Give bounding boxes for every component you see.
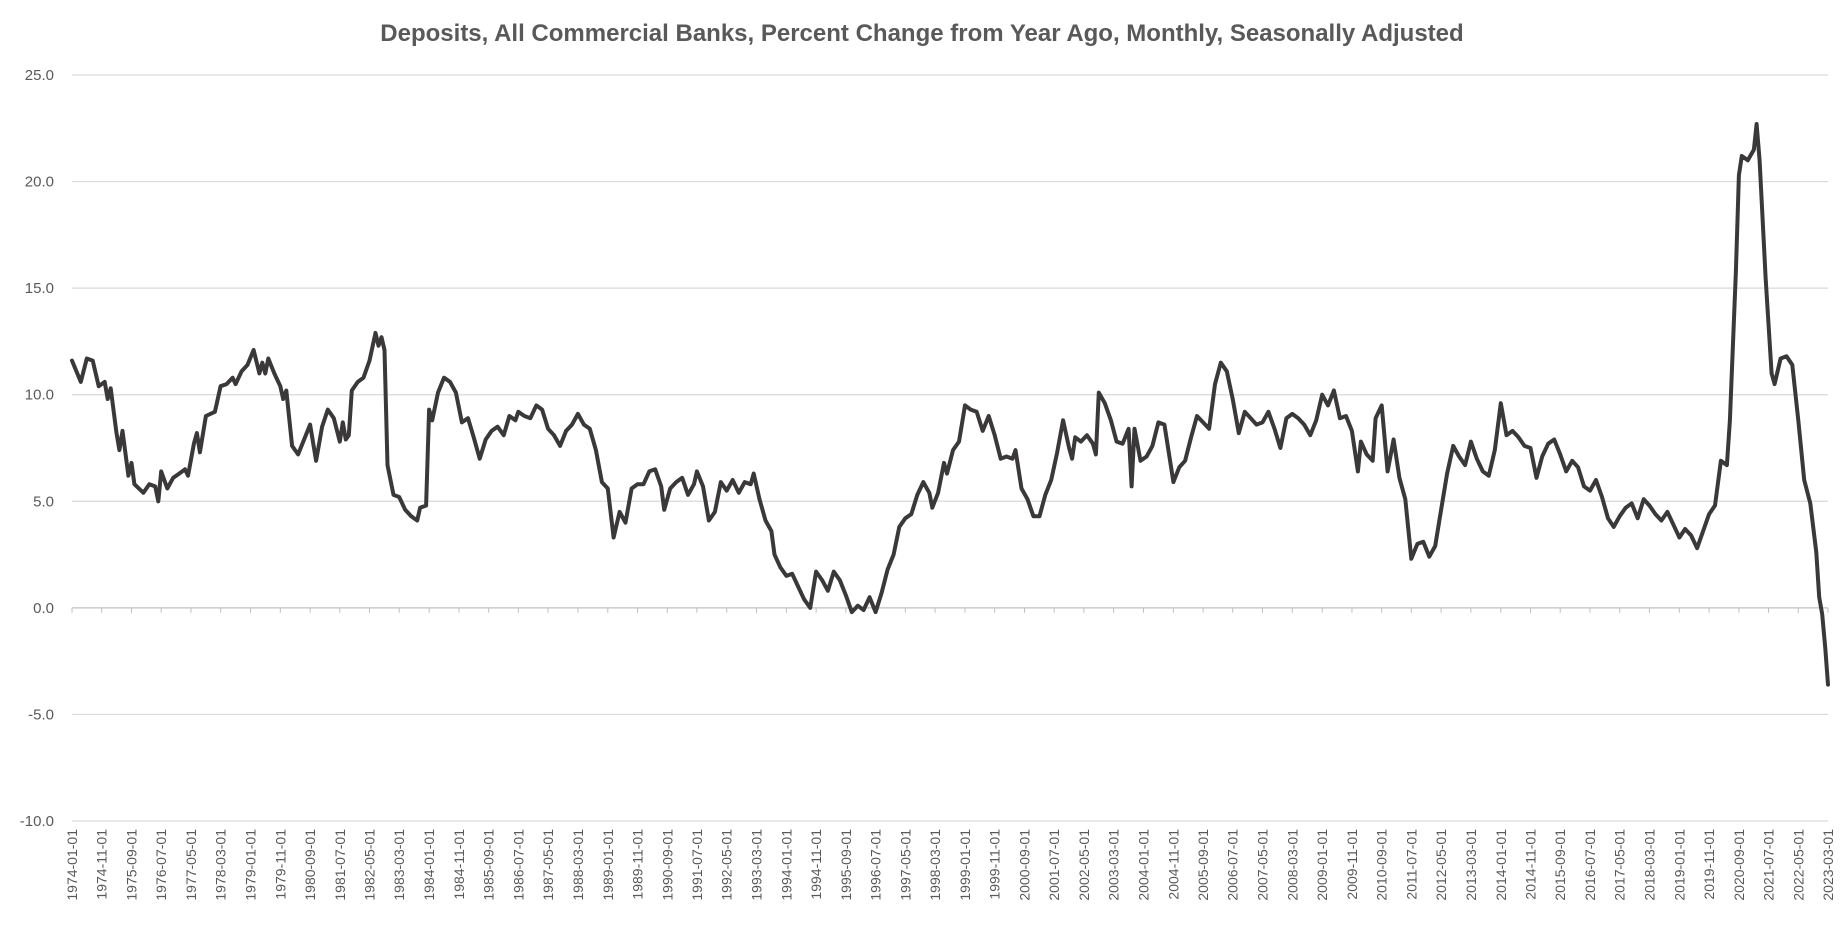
x-tick-label: 1993-03-01 (748, 829, 764, 901)
x-tick-label: 1986-07-01 (510, 829, 526, 901)
x-tick-label: 2017-05-01 (1612, 829, 1628, 901)
x-tick-label: 1978-03-01 (213, 829, 229, 901)
x-tick-label: 1995-09-01 (838, 829, 854, 901)
x-tick-label: 2014-01-01 (1493, 829, 1509, 901)
y-tick-label: 0.0 (33, 600, 54, 617)
x-tick-label: 2004-01-01 (1136, 829, 1152, 901)
chart-title: Deposits, All Commercial Banks, Percent … (380, 20, 1463, 47)
x-tick-label: 2013-03-01 (1463, 829, 1479, 901)
x-tick-label: 1974-01-01 (64, 829, 80, 901)
x-tick-label: 1979-11-01 (272, 829, 288, 900)
x-tick-label: 1999-11-01 (987, 829, 1003, 900)
x-tick-label: 2011-07-01 (1403, 829, 1419, 900)
y-tick-label: -10.0 (20, 813, 54, 830)
x-tick-label: 1991-07-01 (689, 829, 705, 901)
x-tick-label: 2019-01-01 (1671, 829, 1687, 901)
x-tick-label: 2009-11-01 (1344, 829, 1360, 900)
x-tick-label: 2016-07-01 (1582, 829, 1598, 901)
x-tick-label: 1984-11-01 (451, 829, 467, 900)
x-tick-label: 2002-05-01 (1076, 829, 1092, 901)
x-tick-label: 2007-05-01 (1254, 829, 1270, 901)
x-tick-label: 1974-11-01 (94, 829, 110, 900)
x-tick-label: 1981-07-01 (332, 829, 348, 901)
x-tick-label: 1992-05-01 (719, 829, 735, 901)
x-tick-label: 2008-03-01 (1284, 829, 1300, 901)
x-tick-label: 2009-01-01 (1314, 829, 1330, 901)
y-tick-label: 15.0 (25, 280, 54, 297)
x-tick-label: 1977-05-01 (183, 829, 199, 901)
gridlines (72, 74, 1828, 822)
x-tick-label: 1975-09-01 (123, 829, 139, 901)
x-tick-label: 2014-11-01 (1523, 829, 1539, 900)
x-tick-label: 2006-07-01 (1225, 829, 1241, 901)
y-tick-label: 20.0 (25, 174, 54, 191)
x-tick-label: 1989-11-01 (630, 829, 646, 900)
x-tick-label: 2001-07-01 (1046, 829, 1062, 901)
x-tick-label: 2023-03-01 (1820, 829, 1836, 901)
x-tick-label: 2003-03-01 (1106, 829, 1122, 901)
x-tick-label: 1994-01-01 (778, 829, 794, 901)
x-tick-label: 2012-05-01 (1433, 829, 1449, 901)
x-tick-label: 2021-07-01 (1761, 829, 1777, 901)
x-tick-label: 2019-11-01 (1701, 829, 1717, 900)
y-axis-tick-labels: -10.0 -5.0 0.0 5.0 10.0 15.0 20.0 25.0 (20, 67, 54, 830)
x-tick-label: 1998-03-01 (927, 829, 943, 901)
x-tick-label: 2015-09-01 (1552, 829, 1568, 901)
x-tick-label: 1979-01-01 (243, 829, 259, 901)
x-tick-label: 1982-05-01 (361, 829, 377, 901)
x-tick-label: 1983-03-01 (391, 829, 407, 901)
y-tick-label: 5.0 (33, 493, 54, 510)
x-tick-label: 1990-09-01 (659, 829, 675, 901)
x-tick-label: 1985-09-01 (481, 829, 497, 901)
x-tick-label: 2010-09-01 (1374, 829, 1390, 901)
x-tick-label: 1989-01-01 (600, 829, 616, 901)
x-tick-label: 1984-01-01 (421, 829, 437, 901)
y-tick-label: -5.0 (28, 706, 54, 723)
x-tick-label: 1994-11-01 (808, 829, 824, 900)
y-tick-label: 10.0 (25, 387, 54, 404)
x-tick-label: 1997-05-01 (897, 829, 913, 901)
x-tick-label: 1987-05-01 (540, 829, 556, 901)
x-tick-label: 1996-07-01 (868, 829, 884, 901)
y-tick-label: 25.0 (25, 67, 54, 84)
x-tick-label: 2000-09-01 (1017, 829, 1033, 901)
x-tick-label: 2020-09-01 (1731, 829, 1747, 901)
x-tick-label: 2004-11-01 (1165, 829, 1181, 900)
series-line (70, 122, 1830, 687)
x-tick-label: 1976-07-01 (153, 829, 169, 901)
series-group (70, 122, 1830, 687)
x-axis-tick-labels: 1974-01-01 1974-11-01 1975-09-01 1976-07-01… (64, 607, 1836, 901)
x-tick-label: 2018-03-01 (1641, 829, 1657, 901)
x-tick-label: 1980-09-01 (302, 829, 318, 901)
x-tick-label: 2022-05-01 (1790, 829, 1806, 901)
x-tick-label: 2005-09-01 (1195, 829, 1211, 901)
x-tick-label: 1999-01-01 (957, 829, 973, 901)
x-tick-label: 1988-03-01 (570, 829, 586, 901)
